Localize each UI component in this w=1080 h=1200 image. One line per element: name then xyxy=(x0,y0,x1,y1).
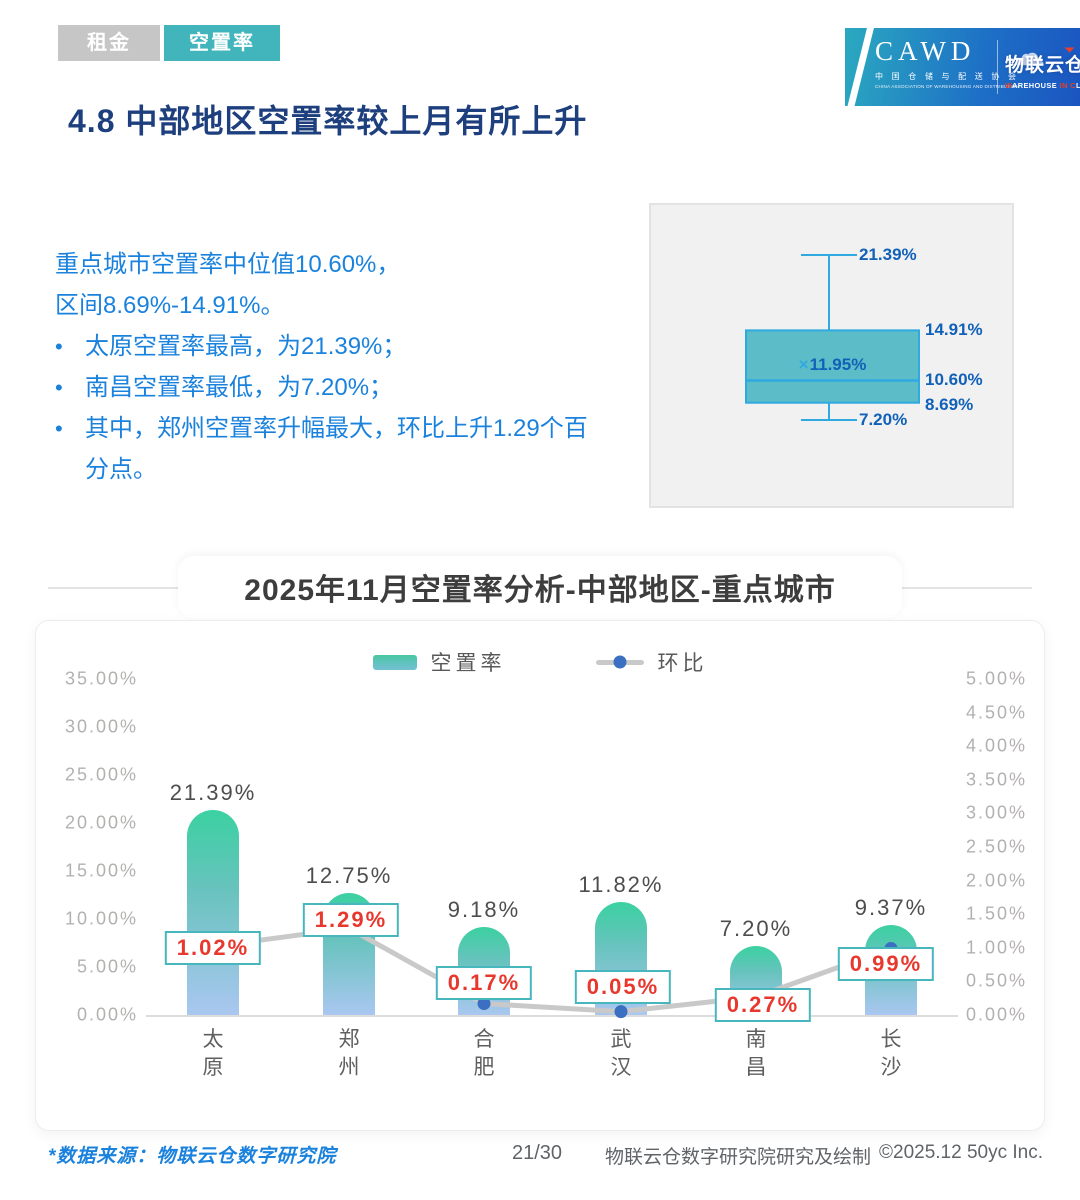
right-axis-tick: 5.00% xyxy=(966,668,1028,689)
right-axis-tick: 0.50% xyxy=(966,970,1028,991)
bullet-icon: • xyxy=(55,334,63,359)
logo-divider xyxy=(997,40,998,94)
mom-change-label: 1.02% xyxy=(164,931,262,966)
legend-label: 环比 xyxy=(657,652,708,675)
cawd-english-name: CHINA ASSOCIATION OF WAREHOUSING AND DIS… xyxy=(875,84,1020,89)
bar-value-label: 11.82% xyxy=(578,871,664,897)
insight-bullet-list: • 太原空置率最高，为21.39%； • 南昌空置率最低，为7.20%； • 其中，郑州空… xyxy=(55,326,615,490)
left-axis-tick: 5.00% xyxy=(76,956,138,977)
brand-english-segment: AREHOUSE xyxy=(1011,81,1060,90)
x-axis-category-label: 武 汉 xyxy=(610,1028,632,1079)
cloud-icon: ☁ xyxy=(1011,35,1045,73)
insight-intro-line: 重点城市空置率中位值10.60%， xyxy=(55,251,401,278)
insight-bullet: • 其中，郑州空置率升幅最大，环比上升1.29个百分点。 xyxy=(55,408,615,490)
insight-intro-line: 区间8.69%-14.91%。 xyxy=(55,292,285,319)
x-axis-line xyxy=(146,1015,958,1017)
tab-rent[interactable]: 租金 xyxy=(58,25,160,61)
left-axis-tick: 35.00% xyxy=(64,668,138,689)
tab-vacancy-rate[interactable]: 空置率 xyxy=(164,25,280,61)
logo-slash-decoration xyxy=(845,28,876,106)
mom-change-label: 0.05% xyxy=(574,969,672,1004)
boxplot-figure xyxy=(745,254,920,422)
bullet-icon: • xyxy=(55,375,63,400)
bullet-icon: • xyxy=(55,416,63,441)
logo-banner: CAWD 中 国 仓 储 与 配 送 协 会 CHINA ASSOCIATION… xyxy=(845,28,1080,106)
x-axis-category-label: 南 昌 xyxy=(745,1028,767,1079)
insight-text-block: 重点城市空置率中位值10.60%， 区间8.69%-14.91%。 • 太原空置率… xyxy=(55,244,615,490)
chart-title: 2025年11月空置率分析-中部地区-重点城市 xyxy=(244,574,836,607)
right-axis-tick: 1.50% xyxy=(966,903,1028,924)
cawd-chinese-name: 中 国 仓 储 与 配 送 协 会 xyxy=(875,72,1020,81)
left-axis-tick: 15.00% xyxy=(64,860,138,881)
legend-item-vacancy: 空置率 xyxy=(372,647,506,677)
left-axis-tick: 0.00% xyxy=(76,1004,138,1025)
mom-change-label: 0.17% xyxy=(435,965,533,1000)
left-axis-tick: 30.00% xyxy=(64,716,138,737)
insight-bullet: • 太原空置率最高，为21.39%； xyxy=(55,326,615,367)
warehouse-in-cloud-logo: ☁ 物联云仓 WAREHOUSE IN CLOUD xyxy=(1005,35,1080,90)
insight-bullet-text: 其中，郑州空置率升幅最大，环比上升1.29个百分点。 xyxy=(85,415,588,483)
combo-chart-card: 空置率 环比 35.00% 30.00% 25.00% 20.00% 15.00% 10.… xyxy=(35,620,1045,1131)
boxplot-q1-label: 8.69% xyxy=(925,394,974,414)
left-axis-tick: 10.00% xyxy=(64,908,138,929)
left-axis-tick: 25.00% xyxy=(64,764,138,785)
x-axis-category-label: 太 原 xyxy=(202,1028,224,1079)
right-axis-tick: 2.50% xyxy=(966,836,1028,857)
boxplot-mean-label: ×11.95% xyxy=(746,355,919,375)
credit-text: 物联云仓数字研究院研究及绘制 xyxy=(605,1147,872,1168)
right-axis-tick: 0.00% xyxy=(966,1004,1028,1025)
bar-series-swatch xyxy=(372,654,417,670)
line-marker-icon xyxy=(613,655,626,669)
insight-bullet: • 南昌空置率最低，为7.20%； xyxy=(55,367,615,408)
x-axis-category-label: 合 肥 xyxy=(473,1028,495,1079)
x-axis-category-label: 长 沙 xyxy=(880,1028,902,1079)
mean-marker-icon: × xyxy=(798,354,809,374)
insight-bullet-text: 南昌空置率最低，为7.20%； xyxy=(85,374,394,401)
brand-english-segment: IN xyxy=(1059,81,1068,90)
x-axis-category-label: 郑 州 xyxy=(338,1028,360,1079)
left-axis-tick: 20.00% xyxy=(64,812,138,833)
boxplot-box xyxy=(745,329,920,404)
line-series-swatch xyxy=(595,655,644,669)
mean-value: 11.95% xyxy=(809,354,867,374)
bar-value-label: 12.75% xyxy=(305,862,393,888)
brand-english-segment: LOUD xyxy=(1075,81,1080,90)
data-source-note: *数据来源：物联云仓数字研究院 xyxy=(48,1146,337,1167)
cawd-logo: CAWD 中 国 仓 储 与 配 送 协 会 CHINA ASSOCIATION… xyxy=(875,36,1020,89)
mom-change-label: 0.99% xyxy=(837,947,935,982)
right-axis-tick: 2.00% xyxy=(966,870,1028,891)
chart-legend: 空置率 环比 xyxy=(36,647,1044,677)
right-axis-tick: 1.00% xyxy=(966,937,1028,958)
page-title: 4.8 中部地区空置率较上月有所上升 xyxy=(68,103,588,139)
mom-change-label: 0.27% xyxy=(714,987,812,1022)
boxplot-q3-label: 14.91% xyxy=(925,320,983,340)
bar-value-label: 9.37% xyxy=(854,895,928,921)
boxplot-min-label: 7.20% xyxy=(859,410,908,430)
vacancy-bar xyxy=(187,809,239,1015)
insight-bullet-text: 太原空置率最高，为21.39%； xyxy=(85,333,407,360)
boxplot-panel: 21.39% 14.91% 10.60% 8.69% 7.20% ×11.95% xyxy=(649,203,1014,508)
cawd-acronym: CAWD xyxy=(875,36,976,66)
right-axis-tick: 3.50% xyxy=(966,769,1028,790)
brand-english-name: WAREHOUSE IN CLOUD xyxy=(1005,81,1080,90)
mom-change-label: 1.29% xyxy=(302,903,400,938)
page-number: 21/30 xyxy=(512,1142,563,1164)
legend-label: 空置率 xyxy=(430,652,506,675)
boxplot-median-label: 10.60% xyxy=(925,370,983,390)
brand-chinese-name: 物联云仓 xyxy=(1005,55,1080,76)
brand-english-segment: W xyxy=(1005,81,1012,90)
copyright-text: ©2025.12 50yc Inc. xyxy=(879,1142,1043,1163)
bar-value-label: 9.18% xyxy=(447,896,521,922)
legend-item-mom-change: 环比 xyxy=(595,647,708,677)
right-axis-tick: 4.00% xyxy=(966,735,1028,756)
brand-english-segment: C xyxy=(1070,81,1076,90)
right-axis-tick: 3.00% xyxy=(966,802,1028,823)
chart-title-card: 2025年11月空置率分析-中部地区-重点城市 xyxy=(178,556,902,618)
boxplot-max-label: 21.39% xyxy=(859,245,917,264)
bar-value-label: 21.39% xyxy=(169,779,257,805)
right-axis-tick: 4.50% xyxy=(966,702,1028,723)
